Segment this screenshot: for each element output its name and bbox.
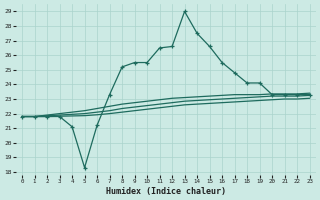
X-axis label: Humidex (Indice chaleur): Humidex (Indice chaleur) <box>106 187 226 196</box>
